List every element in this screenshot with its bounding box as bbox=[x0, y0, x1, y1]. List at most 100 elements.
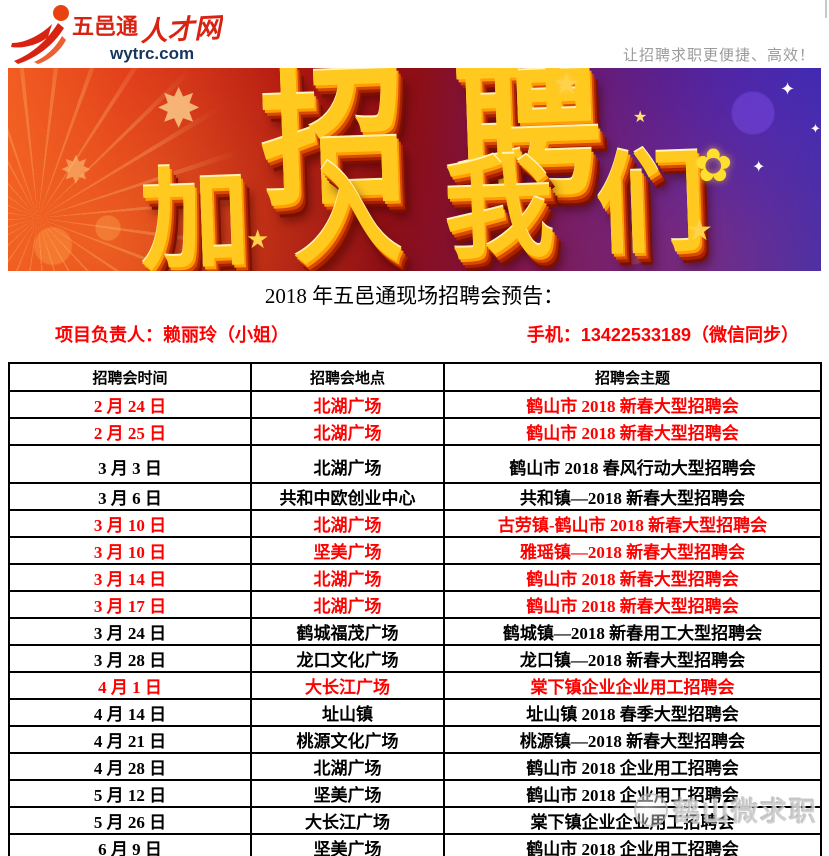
page-title: 2018 年五邑通现场招聘会预告： bbox=[264, 284, 565, 308]
sparkle-icon: ✦ bbox=[780, 79, 796, 99]
cell-theme: 址山镇 2018 春季大型招聘会 bbox=[443, 698, 822, 727]
recruitment-banner: ✸ ✸ ★ ★ ★ ★ ✿ ✦ ✦ ✦ ✦ 招聘 加入我们 bbox=[8, 68, 821, 271]
cell-place: 北湖广场 bbox=[250, 390, 445, 419]
cell-theme: 鹤山市 2018 新春大型招聘会 bbox=[443, 390, 822, 419]
contact-row: 项目负责人：赖丽玲（小姐） 手机：13422533189（微信同步） bbox=[0, 321, 829, 347]
cell-place: 大长江广场 bbox=[250, 671, 445, 700]
table-row: 3 月 17 日北湖广场 鹤山市 2018 新春大型招聘会 bbox=[8, 590, 822, 619]
cell-theme: 鹤山市 2018 企业用工招聘会 bbox=[443, 752, 822, 781]
site-logo: 五邑通 人才网 wytrc.com bbox=[11, 5, 223, 64]
cell-date: 3 月 10 日 bbox=[8, 536, 252, 565]
table-row: 3 月 3 日北湖广场 鹤山市 2018 春风行动大型招聘会 bbox=[8, 444, 822, 484]
cell-place: 龙口文化广场 bbox=[250, 644, 445, 673]
star-icon: ★ bbox=[686, 214, 713, 247]
cell-place: 址山镇 bbox=[250, 698, 445, 727]
cell-theme: 棠下镇企业企业用工招聘会 bbox=[443, 806, 822, 835]
contact-manager: 项目负责人：赖丽玲（小姐） bbox=[55, 325, 289, 345]
table-row: 3 月 10 日坚美广场 雅瑶镇—2018 新春大型招聘会 bbox=[8, 536, 822, 565]
cell-place: 北湖广场 bbox=[250, 563, 445, 592]
table-row: 3 月 14 日北湖广场 鹤山市 2018 新春大型招聘会 bbox=[8, 563, 822, 592]
flower-icon: ✿ bbox=[694, 139, 733, 191]
fair-schedule-table: 招聘会时间 招聘会地点 招聘会主题 2 月 24 日北湖广场 鹤山市 2018 新… bbox=[8, 362, 822, 856]
star-icon: ★ bbox=[246, 224, 270, 254]
table-row: 6 月 9 日坚美广场 鹤山市 2018 企业用工招聘会 bbox=[8, 833, 822, 856]
table-row: 4 月 1 日大长江广场 棠下镇企业企业用工招聘会 bbox=[8, 671, 822, 700]
column-header-theme: 招聘会主题 bbox=[443, 362, 822, 392]
table-row: 5 月 26 日大长江广场 棠下镇企业企业用工招聘会 bbox=[8, 806, 822, 835]
cell-theme: 雅瑶镇—2018 新春大型招聘会 bbox=[443, 536, 822, 565]
contact-phone: 手机：13422533189（微信同步） bbox=[526, 325, 799, 345]
cell-theme: 鹤山市 2018 新春大型招聘会 bbox=[443, 417, 822, 446]
cell-date: 3 月 24 日 bbox=[8, 617, 252, 646]
cell-date: 4 月 14 日 bbox=[8, 698, 252, 727]
cell-place: 坚美广场 bbox=[250, 833, 445, 856]
cell-theme: 鹤山市 2018 春风行动大型招聘会 bbox=[443, 444, 822, 484]
cell-theme: 鹤山市 2018 企业用工招聘会 bbox=[443, 833, 822, 856]
logo-brand-primary: 五邑通 bbox=[72, 14, 138, 39]
cell-theme: 鹤山市 2018 企业用工招聘会 bbox=[443, 779, 822, 808]
cell-date: 6 月 9 日 bbox=[8, 833, 252, 856]
table-row: 3 月 10 日北湖广场 古劳镇-鹤山市 2018 新春大型招聘会 bbox=[8, 509, 822, 538]
column-header-place: 招聘会地点 bbox=[250, 362, 445, 392]
running-person-icon bbox=[11, 5, 69, 64]
firework-burst-icon: ✸ bbox=[156, 79, 202, 139]
cell-date: 4 月 1 日 bbox=[8, 671, 252, 700]
cell-place: 大长江广场 bbox=[250, 806, 445, 835]
fair-table-body: 2 月 24 日北湖广场 鹤山市 2018 新春大型招聘会 2 月 25 日北湖广场… bbox=[8, 390, 822, 856]
cell-place: 北湖广场 bbox=[250, 417, 445, 446]
cell-theme: 鹤城镇—2018 新春用工大型招聘会 bbox=[443, 617, 822, 646]
logo-brand-secondary: 人才网 bbox=[139, 13, 223, 47]
cell-theme: 共和镇—2018 新春大型招聘会 bbox=[443, 482, 822, 511]
cell-theme: 棠下镇企业企业用工招聘会 bbox=[443, 671, 822, 700]
site-header: 五邑通 人才网 wytrc.com 让招聘求职更便捷、高效！ bbox=[0, 0, 829, 68]
cell-place: 北湖广场 bbox=[250, 752, 445, 781]
sparkle-icon: ✦ bbox=[810, 121, 821, 136]
cell-place: 坚美广场 bbox=[250, 779, 445, 808]
cell-date: 3 月 28 日 bbox=[8, 644, 252, 673]
cell-theme: 桃源镇—2018 新春大型招聘会 bbox=[443, 725, 822, 754]
window-corner-line bbox=[825, 0, 827, 18]
table-row: 4 月 14 日址山镇 址山镇 2018 春季大型招聘会 bbox=[8, 698, 822, 727]
cell-date: 5 月 26 日 bbox=[8, 806, 252, 835]
cell-theme: 古劳镇-鹤山市 2018 新春大型招聘会 bbox=[443, 509, 822, 538]
banner-subheadline: 加入我们 bbox=[137, 139, 750, 271]
fireworks-rays-decor bbox=[8, 68, 278, 271]
cell-place: 桃源文化广场 bbox=[250, 725, 445, 754]
star-icon: ★ bbox=[633, 109, 648, 126]
table-row: 4 月 28 日北湖广场 鹤山市 2018 企业用工招聘会 bbox=[8, 752, 822, 781]
table-row: 5 月 12 日坚美广场 鹤山市 2018 企业用工招聘会 bbox=[8, 779, 822, 808]
cell-date: 2 月 25 日 bbox=[8, 417, 252, 446]
cell-date: 4 月 21 日 bbox=[8, 725, 252, 754]
cell-place: 共和中欧创业中心 bbox=[250, 482, 445, 511]
cell-date: 2 月 24 日 bbox=[8, 390, 252, 419]
cell-theme: 龙口镇—2018 新春大型招聘会 bbox=[443, 644, 822, 673]
table-row: 3 月 24 日鹤城福茂广场 鹤城镇—2018 新春用工大型招聘会 bbox=[8, 617, 822, 646]
cell-place: 北湖广场 bbox=[250, 590, 445, 619]
table-row: 2 月 24 日北湖广场 鹤山市 2018 新春大型招聘会 bbox=[8, 390, 822, 419]
cell-date: 3 月 10 日 bbox=[8, 509, 252, 538]
cell-date: 5 月 12 日 bbox=[8, 779, 252, 808]
cell-place: 鹤城福茂广场 bbox=[250, 617, 445, 646]
cell-theme: 鹤山市 2018 新春大型招聘会 bbox=[443, 563, 822, 592]
site-slogan: 让招聘求职更便捷、高效！ bbox=[622, 47, 815, 64]
column-header-time: 招聘会时间 bbox=[8, 362, 252, 392]
cell-date: 3 月 6 日 bbox=[8, 482, 252, 511]
cell-place: 北湖广场 bbox=[250, 509, 445, 538]
firework-burst-icon: ✸ bbox=[60, 150, 92, 192]
table-row: 3 月 6 日共和中欧创业中心 共和镇—2018 新春大型招聘会 bbox=[8, 482, 822, 511]
sparkle-icon: ✦ bbox=[752, 159, 766, 176]
sparkle-icon: ✦ bbox=[820, 192, 821, 203]
cell-theme: 鹤山市 2018 新春大型招聘会 bbox=[443, 590, 822, 619]
table-header-row: 招聘会时间 招聘会地点 招聘会主题 bbox=[8, 362, 822, 392]
cell-place: 坚美广场 bbox=[250, 536, 445, 565]
cell-date: 3 月 17 日 bbox=[8, 590, 252, 619]
star-icon: ★ bbox=[553, 68, 580, 101]
logo-domain: wytrc.com bbox=[109, 44, 194, 63]
cell-date: 4 月 28 日 bbox=[8, 752, 252, 781]
table-row: 4 月 21 日桃源文化广场 桃源镇—2018 新春大型招聘会 bbox=[8, 725, 822, 754]
table-row: 3 月 28 日龙口文化广场 龙口镇—2018 新春大型招聘会 bbox=[8, 644, 822, 673]
cell-place: 北湖广场 bbox=[250, 444, 445, 484]
cell-date: 3 月 14 日 bbox=[8, 563, 252, 592]
cell-date: 3 月 3 日 bbox=[8, 444, 252, 484]
